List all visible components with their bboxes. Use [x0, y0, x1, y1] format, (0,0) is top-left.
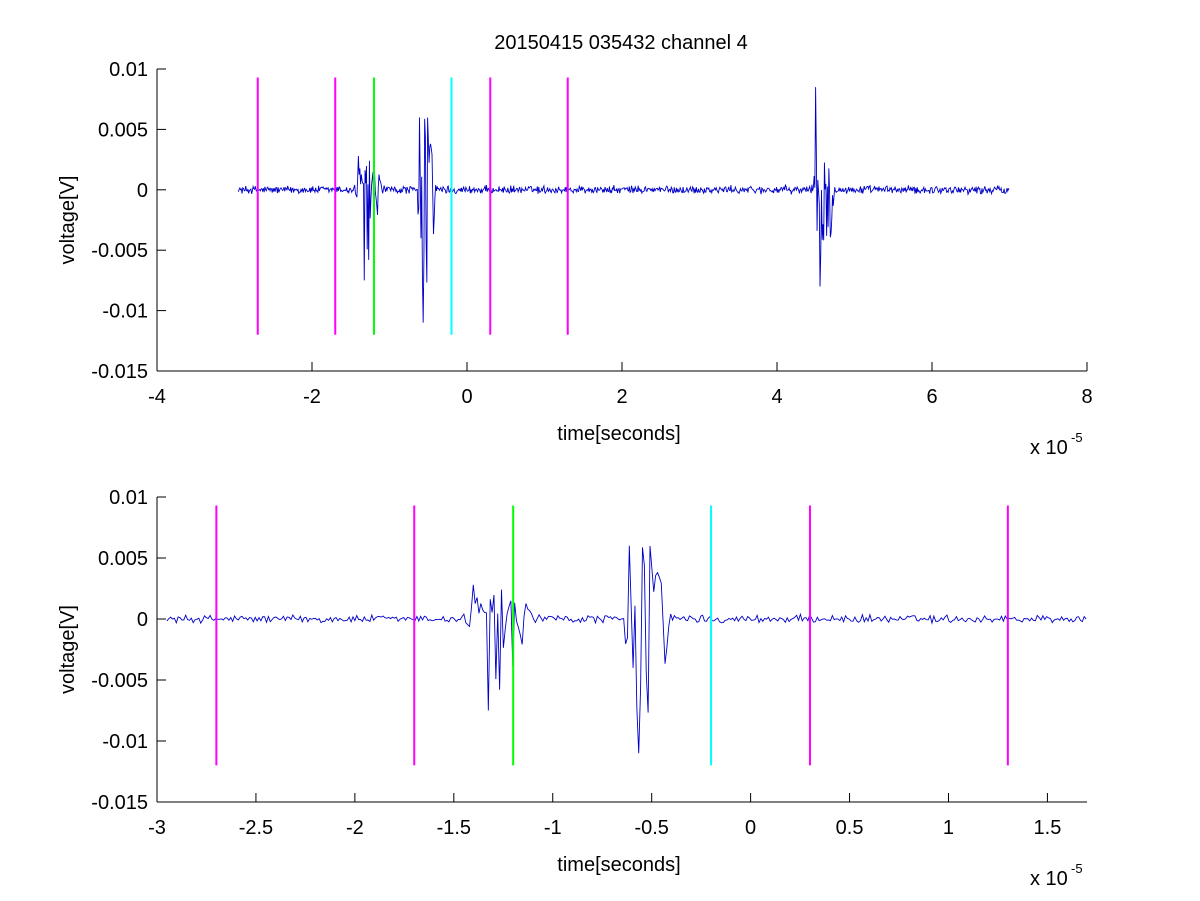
signal-trace [166, 545, 1087, 754]
y-tick-label: 0 [137, 609, 148, 631]
figure-title: 20150415 035432 channel 4 [494, 32, 748, 54]
x-tick-label: -3 [148, 817, 166, 839]
x-tick-label: 1 [943, 817, 954, 839]
y-tick-label: 0.005 [98, 548, 148, 570]
y-tick-label: -0.015 [91, 792, 148, 814]
y-tick-label: -0.01 [102, 731, 148, 753]
bottom-plot: -0.015 -0.01 -0.005 0 0.005 0.01 -3 -2.5 -2 -1.5 -… [57, 487, 1087, 890]
x-tick-label: -1.5 [437, 817, 471, 839]
x-exponent-label: x 10 [1030, 868, 1068, 890]
y-tick-label: -0.005 [91, 670, 148, 692]
x-tick-label: 2 [616, 386, 627, 408]
x-tick-label: 4 [771, 386, 782, 408]
x-tick-label: 0 [745, 817, 756, 839]
y-tick-label: -0.01 [102, 301, 148, 323]
x-exponent: -5 [1071, 861, 1083, 876]
x-tick-label: 8 [1081, 386, 1092, 408]
y-tick-label: -0.005 [91, 240, 148, 262]
x-tick-label: 6 [926, 386, 937, 408]
x-tick-label: -2.5 [239, 817, 273, 839]
x-tick-label: 0.5 [836, 817, 864, 839]
x-tick-label: -4 [148, 386, 166, 408]
x-tick-label: -1 [544, 817, 562, 839]
x-tick-label: 1.5 [1034, 817, 1062, 839]
x-tick-label: -0.5 [634, 817, 668, 839]
y-axis-label: voltage[V] [57, 176, 79, 265]
y-tick-label: 0.005 [98, 119, 148, 141]
y-tick-label: -0.015 [91, 361, 148, 383]
x-axis-label: time[seconds] [557, 854, 680, 876]
x-tick-label: 0 [461, 386, 472, 408]
x-exponent: -5 [1071, 430, 1083, 445]
x-exponent-label: x 10 [1030, 437, 1068, 459]
y-tick-label: 0.01 [109, 59, 148, 81]
top-plot: -0.015 -0.01 -0.005 0 0.005 0.01 -4 -2 0 2 4 6 8 time… [57, 59, 1093, 459]
x-axis-label: time[seconds] [557, 423, 680, 445]
y-tick-label: 0.01 [109, 487, 148, 509]
y-axis-label: voltage[V] [57, 605, 79, 694]
y-tick-label: 0 [137, 180, 148, 202]
signal-trace [237, 87, 1010, 323]
x-tick-label: -2 [303, 386, 321, 408]
x-tick-label: -2 [346, 817, 364, 839]
